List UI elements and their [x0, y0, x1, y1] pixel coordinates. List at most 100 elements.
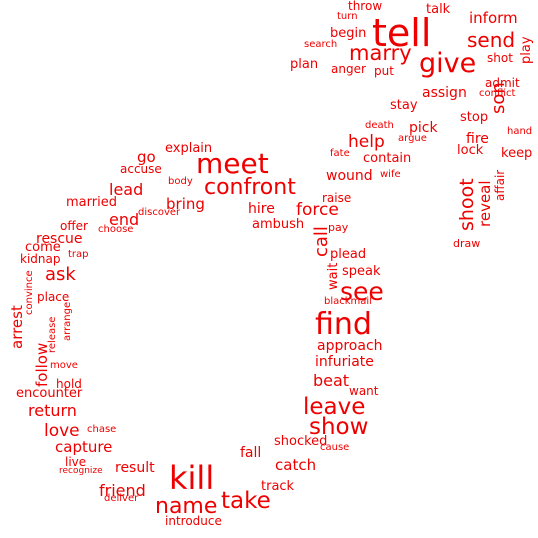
- word-beat: beat: [313, 371, 350, 390]
- word-encounter: encounter: [16, 386, 83, 401]
- word-body: body: [168, 176, 193, 187]
- word-married: married: [66, 195, 117, 210]
- word-stay: stay: [390, 98, 418, 113]
- word-arrest: arrest: [8, 305, 26, 349]
- word-stop: stop: [460, 110, 489, 125]
- word-deliver: deliver: [104, 493, 139, 504]
- word-wife: wife: [380, 169, 401, 180]
- word-raise: raise: [322, 191, 352, 205]
- word-return: return: [28, 401, 77, 420]
- word-offer: offer: [60, 219, 88, 233]
- word-shoot: shoot: [456, 178, 478, 231]
- word-argue: argue: [398, 133, 427, 144]
- word-trap: trap: [68, 249, 89, 260]
- word-come: come: [25, 240, 61, 255]
- word-lock: lock: [457, 143, 484, 158]
- word-see: see: [340, 277, 384, 306]
- word-name: name: [155, 494, 218, 519]
- word-affair: affair: [493, 169, 507, 201]
- word-send: send: [467, 28, 516, 52]
- word-turn: turn: [337, 11, 358, 22]
- word-hand: hand: [507, 126, 533, 137]
- word-blackmail: blackmail: [324, 296, 372, 307]
- word-force: force: [296, 200, 339, 220]
- word-call: call: [311, 226, 332, 257]
- word-end: end: [109, 210, 140, 229]
- word-search: search: [304, 39, 338, 50]
- word-discover: discover: [138, 207, 181, 218]
- word-conflict: conflict: [479, 88, 516, 99]
- word-place: place: [37, 290, 70, 304]
- word-rescue: rescue: [36, 231, 83, 247]
- word-pick: pick: [409, 120, 438, 136]
- word-chase: chase: [87, 424, 117, 435]
- word-hold: hold: [56, 377, 82, 391]
- word-follow: follow: [33, 342, 51, 387]
- word-confront: confront: [204, 175, 296, 200]
- word-contain: contain: [363, 151, 412, 166]
- word-draw: draw: [453, 237, 481, 250]
- word-live: live: [65, 455, 87, 469]
- word-recognize: recognize: [59, 466, 103, 476]
- word-fall: fall: [240, 445, 262, 461]
- word-plan: plan: [290, 57, 319, 72]
- word-infuriate: infuriate: [315, 354, 374, 370]
- word-reveal: reveal: [476, 180, 494, 227]
- word-inform: inform: [469, 9, 518, 27]
- word-accuse: accuse: [120, 162, 162, 176]
- word-put: put: [374, 64, 394, 78]
- word-take: take: [221, 488, 271, 514]
- word-son: son: [488, 82, 509, 114]
- word-choose: choose: [98, 224, 134, 235]
- word-friend: friend: [99, 481, 146, 500]
- word-go: go: [137, 148, 156, 166]
- word-kidnap: kidnap: [20, 252, 61, 266]
- word-ambush: ambush: [252, 217, 305, 232]
- word-shot: shot: [487, 51, 513, 65]
- word-catch: catch: [275, 456, 317, 474]
- word-love: love: [44, 421, 80, 441]
- word-arrange: arrange: [62, 301, 73, 341]
- word-pay: pay: [328, 221, 349, 234]
- word-wait: wait: [326, 262, 341, 290]
- word-cause: cause: [320, 442, 350, 453]
- word-wound: wound: [326, 168, 373, 184]
- word-ask: ask: [45, 264, 76, 285]
- word-death: death: [365, 120, 394, 131]
- word-shocked: shocked: [274, 434, 328, 449]
- word-anger: anger: [331, 62, 366, 76]
- word-fate: fate: [330, 148, 350, 159]
- word-speak: speak: [342, 264, 381, 279]
- word-give: give: [419, 48, 477, 79]
- word-bring: bring: [166, 195, 205, 213]
- word-kill: kill: [169, 459, 215, 497]
- word-approach: approach: [317, 338, 383, 354]
- word-help: help: [348, 132, 385, 152]
- word-track: track: [261, 479, 295, 494]
- word-explain: explain: [165, 141, 213, 156]
- word-marry: marry: [349, 41, 412, 65]
- word-result: result: [115, 460, 155, 476]
- word-hire: hire: [248, 201, 275, 217]
- word-capture: capture: [55, 438, 113, 456]
- word-assign: assign: [422, 85, 467, 101]
- word-tell: tell: [372, 11, 432, 55]
- word-move: move: [50, 360, 78, 371]
- word-admit: admit: [485, 76, 520, 90]
- word-lead: lead: [109, 180, 144, 199]
- word-talk: talk: [426, 2, 451, 17]
- word-introduce: introduce: [165, 514, 222, 528]
- word-convince: convince: [24, 270, 35, 315]
- word-play: play: [519, 36, 534, 64]
- word-throw: throw: [348, 0, 383, 13]
- word-meet: meet: [196, 147, 269, 180]
- word-begin: begin: [330, 26, 367, 41]
- word-show: show: [309, 414, 369, 440]
- word-fire: fire: [466, 131, 489, 147]
- word-find: find: [315, 307, 372, 342]
- word-plead: plead: [330, 247, 367, 262]
- word-want: want: [349, 384, 379, 398]
- word-leave: leave: [303, 394, 366, 420]
- word-keep: keep: [501, 146, 533, 161]
